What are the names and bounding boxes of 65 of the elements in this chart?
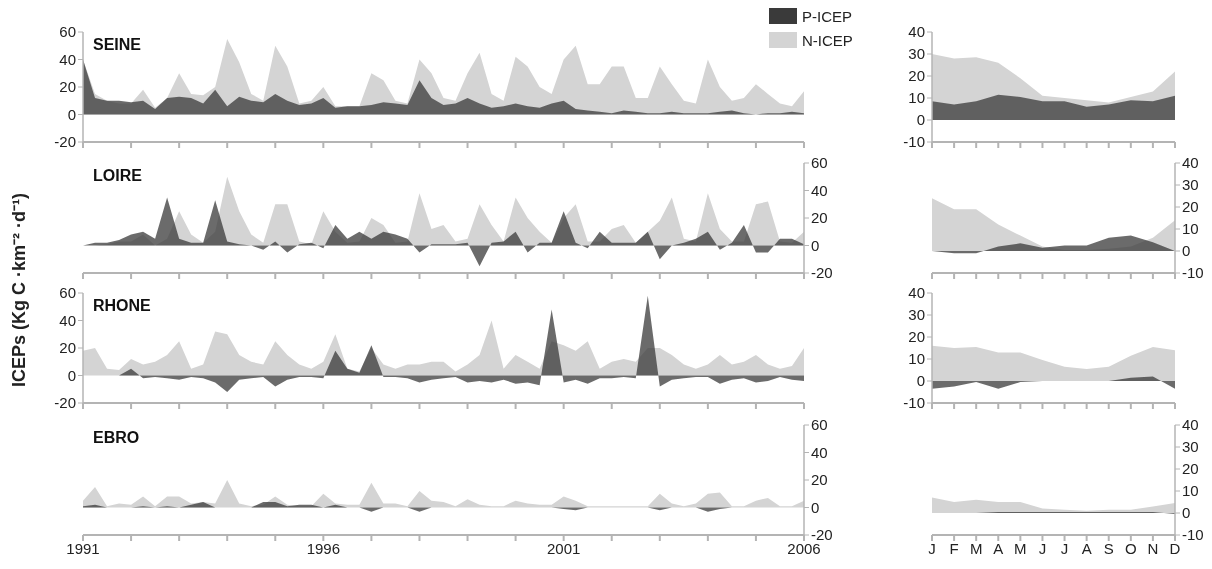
- x-tick-label: A: [993, 539, 1004, 557]
- y-tick-label: 20: [59, 339, 76, 357]
- y-tick-label: 60: [811, 154, 828, 172]
- y-tick-label: 0: [811, 498, 820, 516]
- y-tick-label: 10: [1182, 220, 1199, 238]
- y-tick-label: -20: [811, 264, 833, 282]
- y-tick-label: -20: [54, 394, 76, 412]
- chart-title: EBRO: [93, 429, 140, 447]
- y-tick-label: 40: [1182, 416, 1199, 434]
- y-tick-label: 0: [1182, 242, 1191, 260]
- y-tick-label: 40: [811, 181, 828, 199]
- y-tick-label: 30: [1182, 438, 1199, 456]
- y-tick-label: 20: [811, 209, 828, 227]
- y-tick-label: 30: [1182, 176, 1199, 194]
- x-tick-label: J: [1060, 539, 1069, 557]
- chart-title: RHONE: [93, 297, 151, 315]
- y-tick-label: 0: [916, 372, 925, 390]
- y-tick-label: 40: [59, 311, 76, 329]
- x-tick-label: O: [1124, 539, 1137, 557]
- y-tick-label: 60: [811, 416, 828, 434]
- y-tick-label: 20: [908, 67, 925, 85]
- y-tick-label: 30: [908, 45, 925, 63]
- chart-title: LOIRE: [93, 167, 142, 185]
- x-tick-label: J: [1038, 539, 1047, 557]
- y-tick-label: -20: [54, 133, 76, 151]
- y-tick-label: 20: [59, 78, 76, 96]
- y-tick-label: 20: [1182, 460, 1199, 478]
- y-tick-label: 0: [811, 236, 820, 254]
- y-tick-label: 10: [908, 350, 925, 368]
- y-tick-label: 0: [67, 105, 76, 123]
- y-tick-label: 30: [908, 306, 925, 324]
- x-tick-label: A: [1081, 539, 1092, 557]
- chart-title: SEINE: [93, 36, 142, 54]
- x-tick-label: J: [928, 539, 936, 557]
- x-tick-label: F: [949, 539, 959, 557]
- y-tick-label: 40: [908, 23, 925, 41]
- x-tick-label: 1991: [66, 539, 100, 557]
- legend-label: N-ICEP: [802, 31, 853, 49]
- x-tick-label: 1996: [306, 539, 341, 557]
- y-tick-label: 40: [811, 443, 828, 461]
- y-tick-label: 10: [908, 89, 925, 107]
- x-tick-label: S: [1103, 539, 1114, 557]
- y-tick-label: 40: [59, 50, 76, 68]
- y-tick-label: 40: [908, 284, 925, 302]
- y-tick-label: 20: [811, 471, 828, 489]
- x-tick-label: N: [1147, 539, 1159, 557]
- x-tick-label: 2001: [546, 539, 581, 557]
- y-tick-label: 20: [1182, 198, 1199, 216]
- y-tick-label: 60: [59, 284, 76, 302]
- x-tick-label: M: [1014, 539, 1027, 557]
- y-axis-title: ICEPs (Kg C ·km⁻² ·d⁻¹): [8, 193, 30, 387]
- y-tick-label: 0: [67, 366, 76, 384]
- y-tick-label: -10: [903, 133, 925, 151]
- y-tick-label: -10: [1182, 526, 1204, 544]
- y-tick-label: 10: [1182, 482, 1199, 500]
- y-tick-label: 20: [908, 328, 925, 346]
- y-tick-label: -10: [903, 394, 925, 412]
- y-tick-label: 40: [1182, 154, 1199, 172]
- y-tick-label: 0: [1182, 504, 1191, 522]
- y-tick-label: 0: [916, 111, 925, 129]
- legend-label: P-ICEP: [802, 7, 853, 25]
- y-tick-label: 60: [59, 23, 76, 41]
- x-tick-label: D: [1169, 539, 1181, 557]
- x-tick-label: M: [969, 539, 983, 557]
- y-tick-label: -10: [1182, 264, 1204, 282]
